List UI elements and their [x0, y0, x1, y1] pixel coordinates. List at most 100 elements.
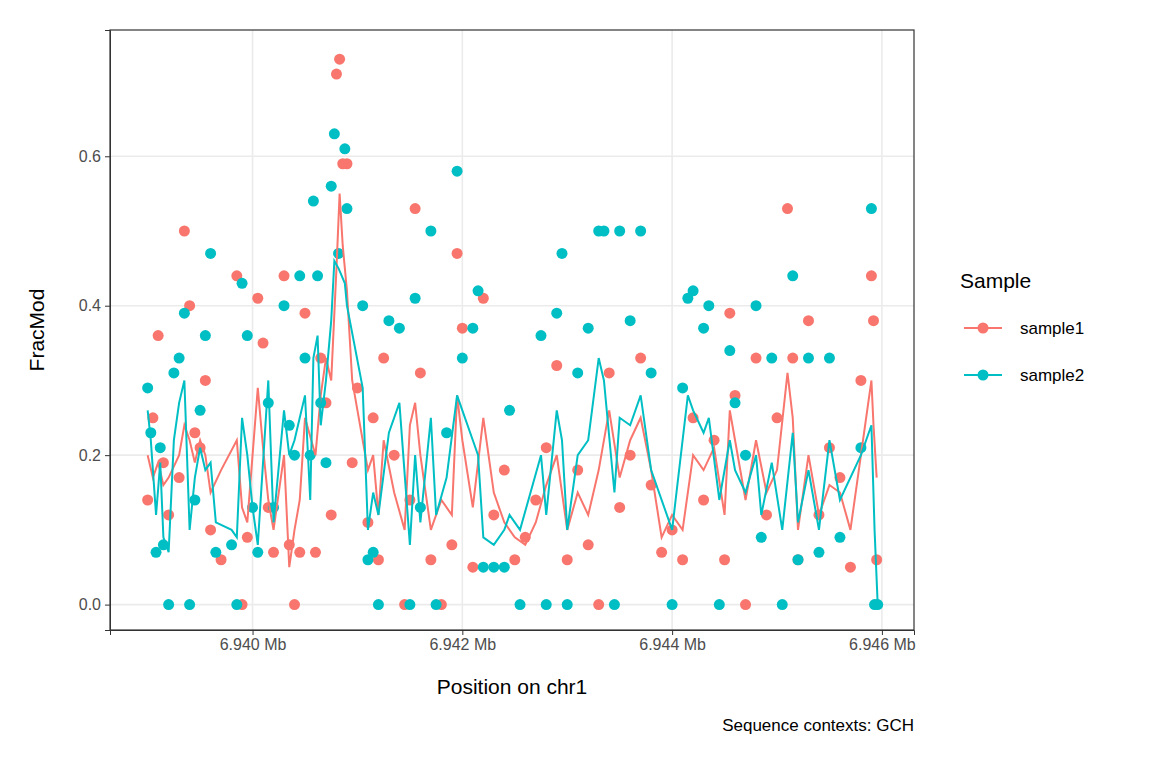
- point: [604, 367, 615, 378]
- point: [446, 539, 457, 550]
- point: [772, 412, 783, 423]
- point: [677, 554, 688, 565]
- point: [368, 412, 379, 423]
- point: [457, 323, 468, 334]
- point: [205, 524, 216, 535]
- point: [556, 248, 567, 259]
- x-axis-line: [111, 631, 915, 636]
- y-tick-mark: [105, 306, 110, 307]
- point: [394, 323, 405, 334]
- x-tick-mark: [672, 630, 673, 635]
- point: [803, 353, 814, 364]
- point: [751, 300, 762, 311]
- legend: Samplesample1sample2: [960, 269, 1084, 385]
- point: [530, 494, 541, 505]
- point: [724, 308, 735, 319]
- y-tick-label: 0.0: [79, 596, 101, 613]
- x-tick: 6.942 Mb: [429, 630, 496, 653]
- point: [410, 203, 421, 214]
- point: [334, 54, 345, 65]
- y-tick-mark: [105, 156, 110, 157]
- point: [252, 547, 263, 558]
- point: [488, 509, 499, 520]
- point: [572, 465, 583, 476]
- chart: 6.940 Mb6.942 Mb6.944 Mb6.946 Mb0.00.20.…: [0, 0, 1152, 768]
- point: [200, 375, 211, 386]
- point: [294, 270, 305, 281]
- y-axis: 0.0 0.2 0.4 0.6: [79, 31, 111, 631]
- point: [189, 494, 200, 505]
- y-tick: 0.2: [79, 447, 110, 464]
- legend-marker: [978, 323, 989, 334]
- point: [195, 405, 206, 416]
- point: [153, 330, 164, 341]
- point: [719, 554, 730, 565]
- point: [609, 599, 620, 610]
- point: [813, 547, 824, 558]
- point: [551, 360, 562, 371]
- point: [787, 270, 798, 281]
- point: [142, 382, 153, 393]
- point: [179, 308, 190, 319]
- grid-line-y: [110, 155, 914, 157]
- point: [724, 345, 735, 356]
- point: [452, 248, 463, 259]
- point: [536, 330, 547, 341]
- point: [452, 166, 463, 177]
- point: [312, 270, 323, 281]
- point: [341, 158, 352, 169]
- legend-label: sample1: [1020, 319, 1084, 338]
- point: [331, 69, 342, 80]
- point: [866, 270, 877, 281]
- point: [792, 554, 803, 565]
- point: [415, 367, 426, 378]
- plot-frame: [110, 30, 914, 630]
- point: [583, 323, 594, 334]
- point: [308, 196, 319, 207]
- point: [614, 502, 625, 513]
- point: [200, 330, 211, 341]
- x-tick: 6.944 Mb: [639, 630, 706, 653]
- point: [467, 323, 478, 334]
- point: [593, 599, 604, 610]
- legend-title: Sample: [960, 269, 1031, 292]
- line-sample2: [148, 261, 878, 605]
- point: [410, 293, 421, 304]
- caption: Sequence contexts: GCH: [722, 716, 914, 735]
- point: [504, 405, 515, 416]
- y-tick: 0.0: [79, 596, 110, 613]
- point: [179, 225, 190, 236]
- point: [834, 532, 845, 543]
- y-tick: 0.6: [79, 148, 110, 165]
- point: [473, 285, 484, 296]
- point: [378, 353, 389, 364]
- point: [787, 353, 798, 364]
- y-tick-label: 0.6: [79, 148, 101, 165]
- point: [515, 599, 526, 610]
- point: [205, 248, 216, 259]
- point: [341, 203, 352, 214]
- x-tick-label: 6.942 Mb: [429, 636, 496, 653]
- point: [189, 427, 200, 438]
- points-sample1: [142, 54, 882, 610]
- x-tick-mark: [882, 630, 883, 635]
- point: [541, 599, 552, 610]
- point: [509, 554, 520, 565]
- y-tick-label: 0.4: [79, 297, 101, 314]
- point: [174, 353, 185, 364]
- point: [698, 323, 709, 334]
- point: [792, 554, 803, 565]
- point: [751, 353, 762, 364]
- point: [279, 270, 290, 281]
- point: [551, 308, 562, 319]
- point: [174, 472, 185, 483]
- point: [667, 599, 678, 610]
- grid-line-x: [671, 30, 673, 630]
- point: [329, 128, 340, 139]
- point: [777, 599, 788, 610]
- point: [431, 599, 442, 610]
- point: [488, 562, 499, 573]
- point: [703, 300, 714, 311]
- point: [598, 225, 609, 236]
- x-axis-title: Position on chr1: [437, 675, 588, 698]
